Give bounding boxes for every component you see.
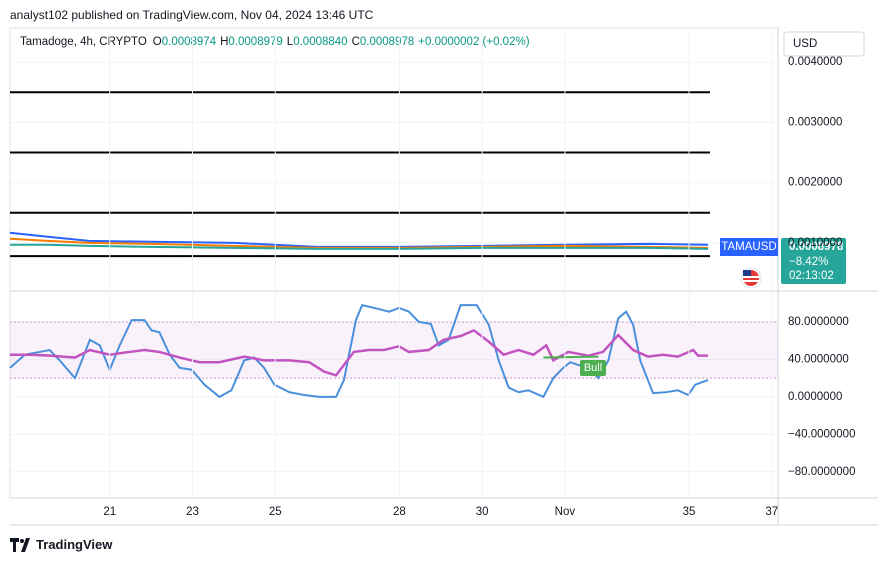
y-tick-label: 80.0000000 [788, 316, 849, 328]
footer: TradingView [10, 537, 112, 552]
symbol-label: TAMAUSD [721, 241, 776, 253]
ohlc-label: O [153, 36, 162, 48]
publish-header: analyst102 published on TradingView.com,… [10, 8, 374, 22]
x-tick-label: 35 [683, 506, 696, 518]
ohlc-value: 0.0008979 [228, 36, 282, 48]
ohlc-label: L [287, 36, 294, 48]
legend-change: +0.0000002 (+0.02%) [418, 36, 529, 48]
series-line [10, 243, 709, 250]
annotation: Bull [584, 362, 602, 374]
ohlc-value: 0.0008974 [162, 36, 217, 48]
currency-text[interactable]: USD [793, 38, 817, 50]
x-tick-label: 21 [103, 506, 116, 518]
y-tick-label: 0.0000000 [788, 391, 842, 403]
ohlc-label: H [220, 36, 228, 48]
series-line [9, 237, 709, 249]
y-tick-label: 0.0010000 [788, 237, 842, 249]
series-line [543, 355, 599, 359]
symbol-label-box [720, 238, 778, 256]
flag-icon [740, 267, 762, 289]
countdown-label: 02:13:02 [789, 270, 834, 282]
logo [10, 537, 30, 552]
currency-button[interactable] [783, 31, 865, 57]
x-tick-label: 25 [269, 506, 282, 518]
ohlc-value: 0.0008840 [293, 36, 347, 48]
x-tick-label: Nov [555, 506, 576, 518]
price-change-label: −8.42% [789, 256, 828, 268]
price-label: 0.0008978 [789, 241, 844, 253]
x-tick-label: 37 [765, 506, 778, 518]
y-tick-label: 0.0020000 [788, 177, 842, 189]
footer-text: TradingView [36, 537, 113, 552]
ohlc-label: C [352, 36, 360, 48]
y-tick-label: 0.0040000 [788, 56, 842, 68]
annotation-box [580, 360, 606, 376]
legend: Tamadoge, 4h, CRYPTO O0.0008974 H0.0008979… [20, 36, 530, 48]
y-tick-label: −40.0000000 [788, 428, 855, 440]
x-tick-label: 23 [186, 506, 199, 518]
y-tick-label: 0.0030000 [788, 116, 842, 128]
x-tick-label: 28 [393, 506, 406, 518]
x-tick-label: 30 [476, 506, 489, 518]
band [10, 321, 778, 379]
y-tick-label: 40.0000000 [788, 353, 849, 365]
legend-symbol: Tamadoge, 4h, CRYPTO [20, 36, 147, 48]
y-tick-label: −80.0000000 [788, 466, 855, 478]
price-label-box [781, 238, 846, 284]
series-line [10, 328, 709, 377]
ohlc-value: 0.0008978 [360, 36, 414, 48]
